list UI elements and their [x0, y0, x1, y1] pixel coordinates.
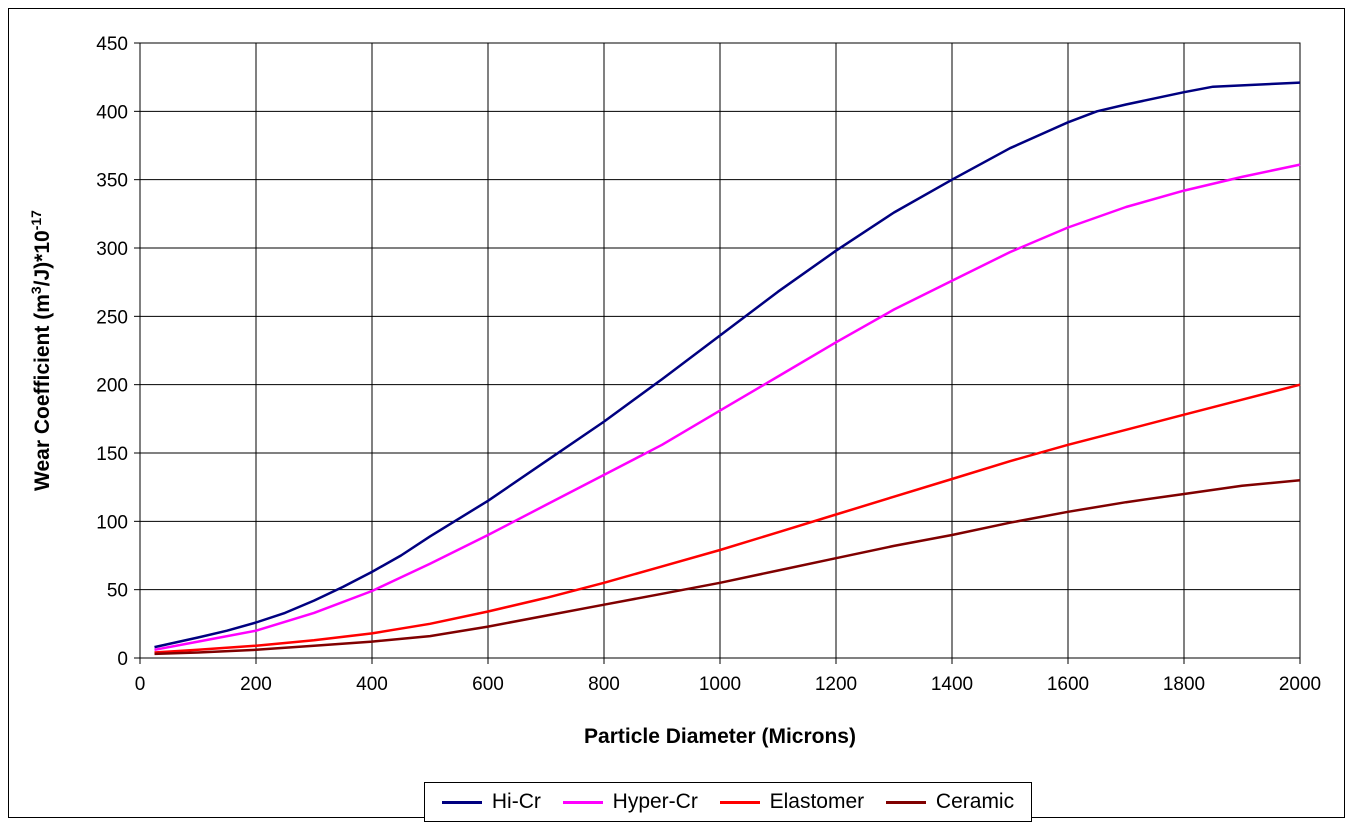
y-axis-title-superscript-2: -17: [28, 210, 44, 230]
y-tick-label: 250: [96, 307, 128, 328]
y-tick-label: 450: [96, 34, 128, 55]
series-line-hi-cr: [154, 81, 1301, 649]
y-axis-title-superscript-1: 3: [28, 286, 44, 294]
x-tick-label: 1400: [931, 674, 973, 695]
series-line-ceramic: [154, 479, 1301, 656]
line-chart: 0 200 400 600 800 1000 1200 1400 1600 1800 2000 0 5…: [28, 34, 1321, 748]
y-tick-label: 400: [96, 102, 128, 123]
y-tick-label: 350: [96, 171, 128, 192]
y-axis-title-part-2: /J)*10: [31, 230, 54, 286]
x-tick-label: 200: [240, 674, 272, 695]
x-tick-label: 1600: [1047, 674, 1089, 695]
x-tick-label: 0: [135, 674, 146, 695]
y-tick-label: 0: [117, 649, 128, 670]
series-line-elastomer: [154, 383, 1301, 654]
y-tick-label: 50: [107, 581, 128, 602]
y-tick-label: 100: [96, 512, 128, 533]
chart-frame: 0 200 400 600 800 1000 1200 1400 1600 1800 2000 0 5…: [8, 8, 1345, 822]
legend-label: Ceramic: [935, 790, 1015, 813]
legend-swatch: [885, 800, 926, 804]
legend-swatch: [719, 800, 760, 804]
legend-swatch: [441, 800, 482, 804]
y-tick-label: 300: [96, 239, 128, 260]
y-axis-ticks: 0 50 100 150 200 250 300 350 400 450: [96, 34, 140, 670]
legend-label: Elastomer: [769, 790, 865, 813]
x-tick-label: 400: [356, 674, 388, 695]
series-line-hyper-cr: [154, 163, 1301, 652]
x-axis-ticks: 0 200 400 600 800 1000 1200 1400 1600 1800 2000: [135, 658, 1321, 695]
x-tick-label: 2000: [1279, 674, 1321, 695]
y-tick-label: 200: [96, 376, 128, 397]
chart-legend: Hi-Cr Hyper-Cr Elastomer Ceramic: [424, 782, 1032, 822]
legend-swatch: [562, 800, 603, 804]
legend-item-elastomer: Elastomer: [719, 790, 865, 814]
x-tick-label: 1000: [699, 674, 741, 695]
series-lines: [154, 81, 1301, 656]
legend-label: Hi-Cr: [491, 790, 541, 813]
gridlines: [139, 42, 1301, 659]
legend-item-hi-cr: Hi-Cr: [441, 790, 541, 814]
legend-item-hyper-cr: Hyper-Cr: [562, 790, 698, 814]
legend-label: Hyper-Cr: [612, 790, 698, 813]
y-axis-title-part-1: Wear Coefficient (m: [31, 294, 54, 491]
x-tick-label: 800: [588, 674, 620, 695]
x-tick-label: 1800: [1163, 674, 1205, 695]
x-tick-label: 1200: [815, 674, 857, 695]
x-axis-title: Particle Diameter (Microns): [584, 725, 856, 748]
x-tick-label: 600: [472, 674, 504, 695]
y-tick-label: 150: [96, 444, 128, 465]
legend-item-ceramic: Ceramic: [885, 790, 1015, 814]
y-axis-title: Wear Coefficient (m3/J)*10-17: [28, 210, 54, 491]
